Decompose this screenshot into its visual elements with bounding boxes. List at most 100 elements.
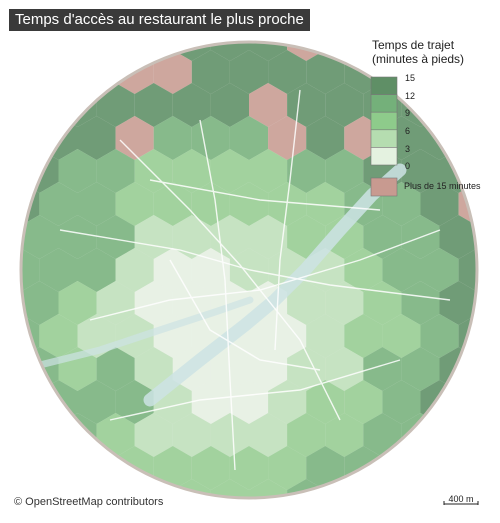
hex-cell bbox=[249, 479, 288, 498]
legend-label-0: 0 bbox=[405, 161, 411, 171]
hex-cell bbox=[249, 347, 288, 391]
hex-cell bbox=[401, 281, 440, 325]
hex-cell bbox=[420, 182, 459, 226]
legend-over-15-swatch bbox=[370, 177, 398, 197]
hex-cell bbox=[77, 116, 116, 160]
hex-cell bbox=[306, 182, 345, 226]
map-title: Temps d'accès au restaurant le plus proc… bbox=[9, 9, 310, 31]
hex-cell bbox=[382, 314, 421, 358]
hex-cell bbox=[115, 116, 154, 160]
map-attribution[interactable]: © OpenStreetMap contributors bbox=[14, 496, 164, 508]
hex-cell bbox=[325, 479, 364, 498]
legend-over-15-label: Plus de 15 minutes bbox=[404, 181, 481, 191]
legend-swatch bbox=[370, 129, 398, 148]
hex-cell bbox=[420, 248, 459, 292]
legend-label-12: 12 bbox=[405, 91, 416, 101]
hex-cell bbox=[134, 413, 173, 457]
hex-cell bbox=[229, 446, 269, 490]
hex-cell bbox=[325, 281, 364, 325]
hex-cell bbox=[325, 215, 364, 259]
hex-cell bbox=[21, 248, 40, 292]
hex-cell bbox=[268, 116, 307, 160]
scale-bar bbox=[443, 501, 479, 505]
hex-cell bbox=[287, 281, 326, 325]
hex-cell bbox=[268, 314, 307, 358]
hex-cell bbox=[58, 149, 97, 193]
hex-cell bbox=[249, 413, 288, 457]
hex-cell bbox=[39, 314, 78, 358]
hex-cell bbox=[191, 380, 230, 424]
hex-cell bbox=[134, 83, 173, 127]
legend-label-3: 3 bbox=[405, 144, 411, 154]
legend-title: Temps de trajet (minutes à pieds) bbox=[372, 38, 492, 66]
hex-cell bbox=[115, 182, 154, 226]
hex-cell bbox=[478, 215, 500, 259]
legend-swatch bbox=[370, 76, 398, 95]
hex-cell bbox=[191, 248, 230, 292]
hex-cell bbox=[58, 281, 97, 325]
hex-cell bbox=[58, 215, 97, 259]
street-network bbox=[59, 89, 451, 471]
hex-cell bbox=[21, 215, 59, 259]
hex-cell bbox=[439, 281, 477, 325]
hex-cell bbox=[39, 182, 78, 226]
hex-cell bbox=[96, 347, 135, 391]
hex-cell bbox=[96, 215, 135, 259]
hex-cell bbox=[153, 116, 192, 160]
hex-cell bbox=[287, 149, 326, 193]
hex-cell bbox=[344, 314, 383, 358]
hex-cell bbox=[306, 314, 345, 358]
hex-cell bbox=[153, 50, 192, 94]
hex-cell bbox=[306, 380, 345, 424]
legend-title-line1: Temps de trajet bbox=[372, 38, 455, 52]
hex-cell bbox=[191, 446, 230, 490]
hex-cell bbox=[229, 116, 269, 160]
legend-swatch bbox=[370, 94, 398, 113]
hex-cell bbox=[77, 380, 116, 424]
hex-cell bbox=[191, 50, 230, 94]
hex-cell bbox=[420, 314, 459, 358]
hex-cell bbox=[344, 380, 383, 424]
hex-cell bbox=[172, 83, 211, 127]
hex-cell bbox=[249, 215, 288, 259]
hex-cell bbox=[249, 149, 288, 193]
hex-cell bbox=[229, 380, 269, 424]
hex-cell bbox=[344, 248, 383, 292]
hex-cell bbox=[210, 149, 249, 193]
hex-cell bbox=[458, 248, 477, 292]
hex-cell bbox=[172, 413, 211, 457]
hex-cell bbox=[287, 413, 326, 457]
hex-cell bbox=[210, 413, 249, 457]
hex-cell bbox=[268, 50, 307, 94]
hex-cell bbox=[0, 281, 20, 325]
hex-cell bbox=[77, 182, 116, 226]
hex-cell bbox=[153, 182, 192, 226]
hex-cell bbox=[210, 83, 249, 127]
hex-cell bbox=[439, 215, 477, 259]
hex-cell bbox=[306, 446, 345, 490]
hex-cell bbox=[134, 347, 173, 391]
hex-cell bbox=[401, 347, 440, 391]
hex-cell bbox=[325, 42, 364, 61]
hex-cell bbox=[96, 281, 135, 325]
legend-label-6: 6 bbox=[405, 126, 411, 136]
hex-cell bbox=[325, 149, 364, 193]
hex-cell bbox=[0, 215, 20, 259]
hex-cell bbox=[382, 446, 421, 490]
hex-cell bbox=[134, 281, 173, 325]
hex-cell bbox=[115, 248, 154, 292]
hex-cell bbox=[478, 281, 500, 325]
hex-cell bbox=[77, 50, 116, 94]
hex-cell bbox=[210, 479, 249, 498]
legend-label-15: 15 bbox=[405, 73, 416, 83]
hex-cell bbox=[401, 149, 440, 193]
scale-bar-label: 400 m bbox=[448, 494, 474, 504]
hex-cell bbox=[210, 42, 249, 61]
hex-cell bbox=[39, 248, 78, 292]
hex-cell bbox=[325, 413, 364, 457]
hex-cell bbox=[134, 215, 173, 259]
river bbox=[143, 163, 407, 407]
